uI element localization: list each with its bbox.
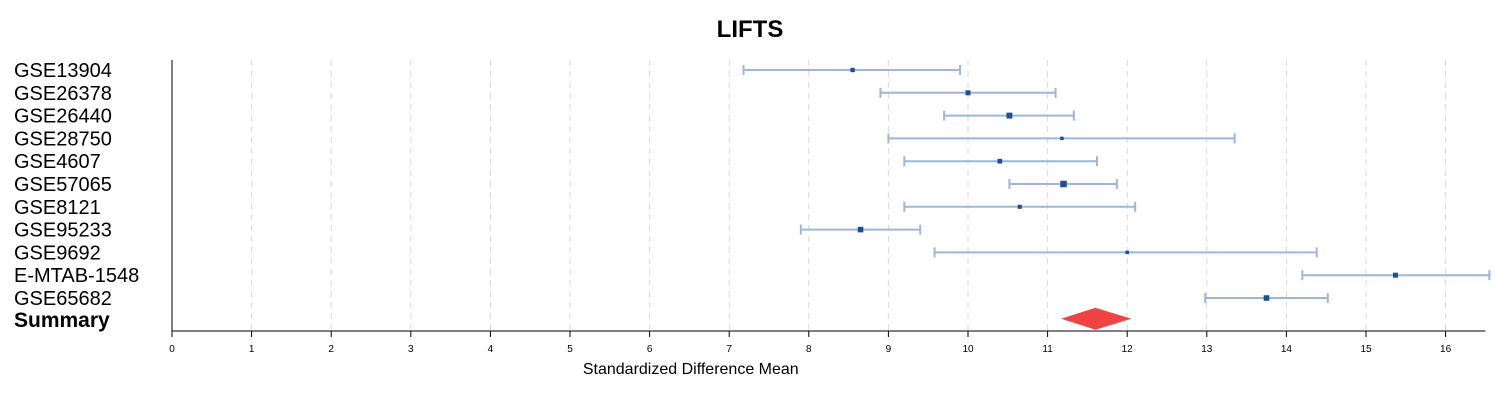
study-row [903,156,1098,167]
study-label: GSE9692 [14,242,101,264]
study-row [887,133,1236,144]
study-label: E-MTAB-1548 [14,265,139,287]
x-tick-label: 16 [1440,344,1452,355]
study-label: GSE95233 [14,220,112,242]
point-estimate [997,158,1003,164]
study-row [1301,270,1491,281]
x-tick-label: 13 [1201,344,1213,355]
x-tick-label: 12 [1122,344,1134,355]
study-label: GSE4607 [14,151,101,173]
x-tick-label: 14 [1281,344,1293,355]
x-tick-label: 2 [328,344,334,355]
summary-label: Summary [14,309,110,332]
x-tick-label: 9 [886,344,892,355]
point-estimate [965,90,971,96]
grid-lines [251,60,1447,331]
point-estimate [1392,272,1398,278]
study-row [742,65,962,75]
study-label: GSE13904 [14,60,112,82]
x-tick-label: 4 [488,344,494,355]
x-tick-label: 8 [806,344,812,355]
point-estimate [1017,204,1022,209]
x-tick-label: 6 [647,344,653,355]
study-label: GSE26378 [14,83,112,105]
study-label: GSE26440 [14,106,112,128]
x-tick-label: 15 [1360,344,1372,355]
study-row [879,87,1057,98]
study-label: GSE57065 [14,174,112,196]
x-tick-label: 1 [249,344,255,355]
x-axis-ticks: 0 1 2 3 4 5 6 7 8 9 10 11 12 13 14 15 16 [169,331,1452,355]
x-tick-label: 5 [567,344,573,355]
summary-diamond [1061,307,1132,330]
chart-title: LIFTS [716,16,784,43]
x-axis-label: Standardized Difference Mean [583,361,799,378]
study-label: GSE28750 [14,128,112,150]
study-label: GSE65682 [14,288,112,310]
x-tick-label: 11 [1042,344,1053,355]
point-estimate [1263,295,1270,301]
x-tick-label: 0 [169,344,175,355]
study-row [933,247,1318,258]
study-label: GSE8121 [14,197,101,219]
summary-group: Summary [14,307,1132,332]
study-row [1204,293,1329,303]
study-row [799,224,922,235]
x-tick-label: 7 [726,344,732,355]
point-estimate [857,226,864,233]
point-estimate [1125,250,1129,255]
study-labels: GSE13904GSE26378GSE26440GSE28750GSE4607G… [14,60,139,310]
confidence-intervals [742,65,1491,303]
point-estimate [1006,112,1013,119]
point-estimate [1060,180,1067,188]
point-estimate [850,67,855,73]
study-row [943,110,1075,121]
study-row [1008,179,1118,189]
study-row [903,201,1137,212]
x-tick-label: 10 [962,344,974,355]
x-tick-label: 3 [408,344,414,355]
point-estimate [1060,136,1064,141]
